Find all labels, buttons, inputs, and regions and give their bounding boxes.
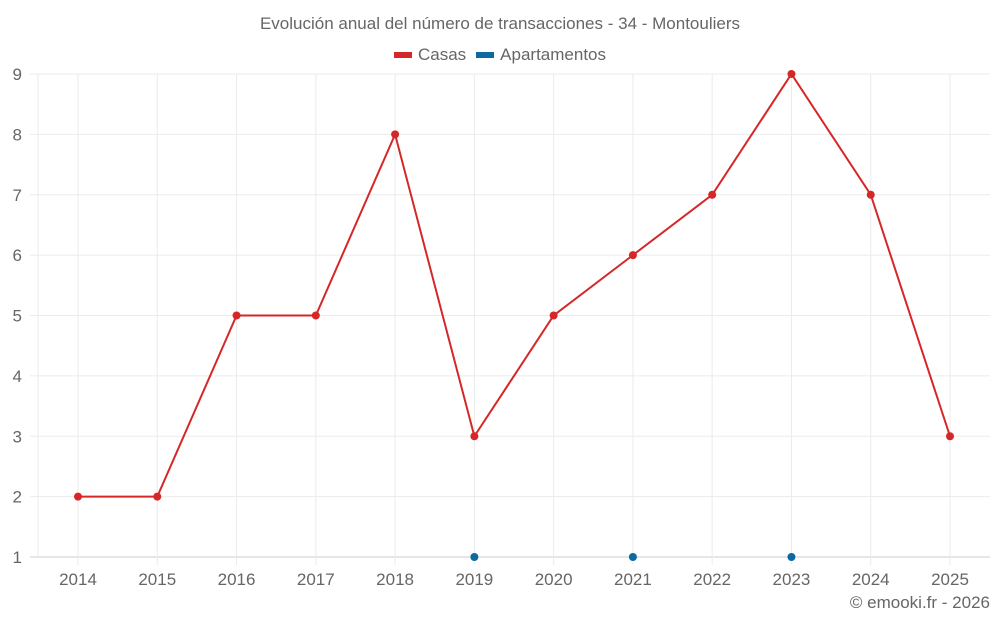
- credit-text: © emooki.fr - 2026: [849, 593, 990, 612]
- x-tick-label: 2017: [297, 570, 335, 589]
- data-point-casas: [470, 432, 479, 441]
- data-point-casas: [391, 130, 400, 139]
- legend-item-apartamentos[interactable]: Apartamentos: [476, 45, 606, 65]
- y-tick-label: 3: [13, 427, 22, 446]
- x-tick-label: 2016: [218, 570, 256, 589]
- data-point-casas: [866, 190, 875, 199]
- y-tick-label: 5: [13, 307, 22, 326]
- data-point-apartamentos: [628, 553, 637, 561]
- x-tick-label: 2023: [773, 570, 811, 589]
- data-point-casas: [311, 311, 320, 320]
- data-point-casas: [787, 70, 796, 78]
- legend-item-casas[interactable]: Casas: [393, 45, 467, 65]
- y-tick-label: 9: [13, 65, 22, 84]
- legend: Casas Apartamentos: [0, 45, 1000, 65]
- data-point-casas: [549, 311, 558, 320]
- data-point-casas: [946, 432, 954, 441]
- data-point-casas: [628, 251, 637, 260]
- x-tick-label: 2014: [59, 570, 97, 589]
- x-tick-label: 2019: [455, 570, 493, 589]
- y-tick-label: 2: [13, 488, 22, 507]
- x-tick-label: 2015: [138, 570, 176, 589]
- x-tick-label: 2021: [614, 570, 652, 589]
- y-tick-label: 4: [13, 367, 22, 386]
- data-point-apartamentos: [470, 553, 479, 561]
- x-tick-label: 2018: [376, 570, 414, 589]
- y-tick-label: 6: [13, 246, 22, 265]
- chart-title: Evolución anual del número de transaccio…: [259, 14, 741, 33]
- data-point-casas: [74, 492, 82, 501]
- data-point-casas: [708, 190, 717, 199]
- data-point-casas: [153, 492, 162, 501]
- data-point-casas: [232, 311, 241, 320]
- legend-label-apartamentos: Apartamentos: [500, 45, 607, 64]
- series-line-casas: [78, 72, 951, 498]
- x-tick-label: 2024: [852, 570, 890, 589]
- y-tick-label: 1: [13, 548, 22, 567]
- legend-label-casas: Casas: [417, 45, 467, 64]
- legend-swatch-apartamentos: [476, 52, 495, 58]
- legend-swatch-casas: [393, 52, 412, 58]
- x-tick-label: 2020: [535, 570, 573, 589]
- y-tick-label: 7: [13, 186, 22, 205]
- x-tick-label: 2025: [931, 570, 969, 589]
- data-point-apartamentos: [787, 553, 796, 561]
- x-tick-label: 2022: [693, 570, 731, 589]
- y-tick-label: 8: [13, 125, 22, 144]
